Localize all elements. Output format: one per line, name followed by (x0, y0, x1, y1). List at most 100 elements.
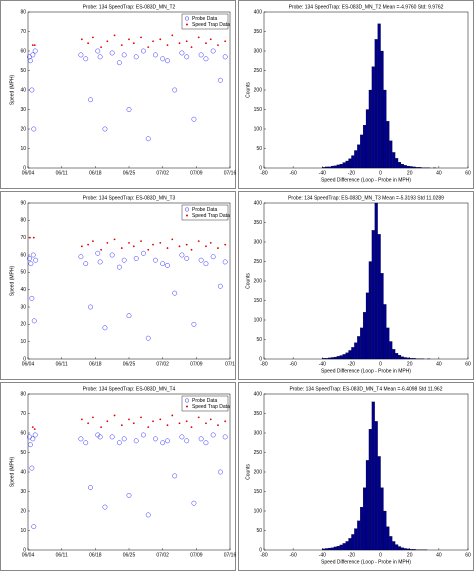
hist-bar (340, 545, 343, 550)
trap-point (147, 426, 149, 428)
hist-bar (354, 343, 357, 359)
x-tick-label: -60 (290, 170, 297, 176)
y-tick-label: 70 (20, 411, 26, 417)
trap-point (167, 424, 169, 426)
hist-bar (392, 349, 395, 359)
hist-bar (404, 548, 407, 550)
hist-bar (392, 152, 395, 168)
hist-bar (372, 67, 375, 168)
hist-bar (354, 150, 357, 168)
x-tick-label: -20 (348, 170, 355, 176)
trap-point (186, 244, 188, 246)
x-tick-label: 07/09 (190, 361, 203, 367)
hist-bar (357, 521, 360, 550)
hist-bar (401, 357, 404, 359)
x-tick-label: 60 (465, 552, 471, 558)
hist-bar (346, 353, 349, 359)
hist-bar (398, 355, 401, 359)
trap-point (167, 44, 169, 46)
hist-bar (375, 203, 378, 359)
trap-point (217, 44, 219, 46)
hist-bar (325, 358, 328, 359)
hist-bar (392, 541, 395, 550)
hist-bar (337, 546, 340, 550)
hist-bar (349, 350, 352, 359)
hist-bar (369, 262, 372, 360)
trap-point (100, 46, 102, 48)
chart-title: Probe: 134 SpeedTrap: ES-083D_MN_T4 (83, 386, 176, 392)
hist-bar (351, 156, 354, 168)
trap-point (205, 42, 207, 44)
x-tick-label: -20 (348, 361, 355, 367)
trap-point (152, 40, 154, 42)
hist-bar (372, 230, 375, 359)
trap-point (186, 40, 188, 42)
trap-point (128, 38, 130, 40)
y-tick-label: 30 (20, 304, 26, 310)
y-tick-label: 400 (254, 200, 263, 206)
plot-area (28, 394, 230, 550)
hist-bar (381, 273, 384, 359)
y-tick-label: 150 (254, 107, 263, 113)
y-tick-label: 60 (20, 252, 26, 258)
trap-point (171, 415, 173, 417)
legend-swatch (186, 215, 188, 217)
hist-bar (378, 456, 381, 550)
trap-point (171, 35, 173, 37)
chart-title: Probe: 134 SpeedTrap: ES-083D_MN_T2 (83, 4, 176, 10)
trap-point (121, 44, 123, 46)
x-tick-label: 06/25 (123, 361, 136, 367)
hist-bar (383, 90, 386, 168)
y-tick-label: 100 (254, 508, 263, 514)
y-tick-label: 80 (20, 9, 26, 15)
x-axis-label: Speed Difference (Loop - Probe in MPH) (321, 559, 411, 565)
x-tick-label: 06/18 (89, 361, 102, 367)
trap-point (224, 244, 226, 246)
trap-point (147, 46, 149, 48)
x-tick-label: 06/25 (123, 552, 136, 558)
trap-point (106, 242, 108, 244)
hist-bar (346, 161, 349, 168)
trap-point (34, 44, 36, 46)
trap-point (128, 418, 130, 420)
y-tick-label: 50 (20, 450, 26, 456)
trap-point (133, 245, 135, 247)
y-tick-label: 250 (254, 68, 263, 74)
chart-title: Probe: 134 SpeedTrap: ES-083D_MN_T4 Mean… (289, 386, 442, 392)
hist-bar (360, 507, 363, 550)
hist-bar (389, 341, 392, 359)
trap-point (186, 420, 188, 422)
x-tick-label: 0 (379, 170, 382, 176)
x-tick-label: 07/02 (156, 552, 169, 558)
hist-bar (334, 166, 337, 168)
y-axis-label: Counts (245, 273, 251, 289)
x-tick-label: 06/18 (89, 552, 102, 558)
x-tick-label: -80 (260, 361, 267, 367)
y-tick-label: 400 (254, 9, 263, 15)
hist-bar (416, 167, 419, 168)
trap-point (140, 36, 142, 38)
hist-bar (383, 511, 386, 550)
hist-bar (354, 529, 357, 550)
x-tick-label: 0 (379, 361, 382, 367)
y-tick-label: 10 (20, 339, 26, 345)
y-tick-label: 250 (254, 259, 263, 265)
hist-bar (328, 167, 331, 168)
y-tick-label: 90 (20, 200, 26, 206)
y-axis-label: Speed (MPH) (9, 75, 15, 106)
trap-point (121, 424, 123, 426)
hist-bar (349, 159, 352, 168)
y-tick-label: 40 (20, 469, 26, 475)
trap-point (159, 242, 161, 244)
hist-bar (395, 353, 398, 359)
hist-bar (340, 164, 343, 168)
hist-bar (395, 158, 398, 168)
trap-point (205, 422, 207, 424)
legend-label: Speed Trap Data (192, 22, 230, 28)
trap-point (114, 415, 116, 417)
y-axis-label: Counts (245, 82, 251, 98)
y-tick-label: 60 (20, 48, 26, 54)
hist-bar (366, 110, 369, 169)
hist-bar (331, 166, 334, 168)
chart-title: Probe: 134 SpeedTrap: ES-083D_MN_T3 Mean… (288, 195, 444, 201)
